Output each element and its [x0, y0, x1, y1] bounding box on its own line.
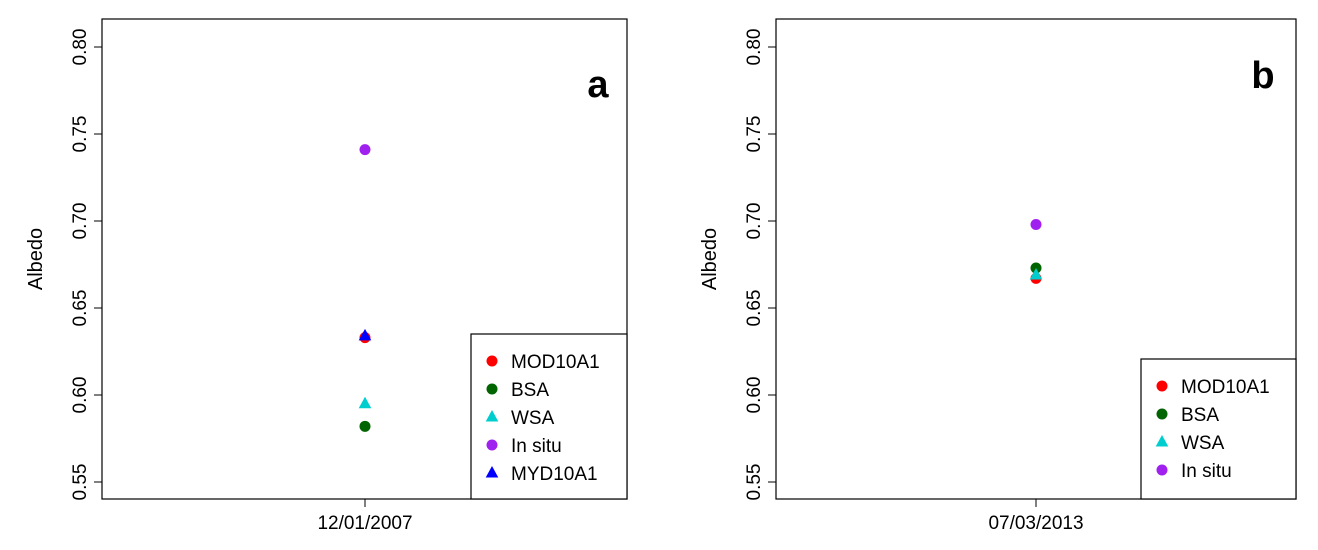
- y-tick-label: 0.70: [744, 203, 765, 240]
- panel-b: 0.55 0.60 0.65 0.70 0.75 0.80 07/03/2013 Albedo…: [699, 18, 1297, 534]
- legend: MOD10A1 BSA WSA In situ: [1140, 358, 1297, 500]
- legend-marker: [485, 466, 499, 478]
- y-tick-label: 0.55: [70, 464, 91, 501]
- y-tick-label: 0.75: [744, 116, 765, 153]
- y-tick-label: 0.65: [70, 290, 91, 327]
- data-point-bsa: [359, 420, 371, 432]
- data-point-wsa: [358, 396, 372, 409]
- legend-marker: [486, 355, 498, 367]
- y-tick-label: 0.55: [744, 464, 765, 501]
- legend-marker: [1155, 435, 1169, 447]
- data-point-wsa: [1029, 267, 1043, 280]
- legend-marker: [486, 383, 498, 395]
- y-tick-label: 0.65: [744, 290, 765, 327]
- legend-label: MOD10A1: [511, 352, 600, 373]
- y-tick-label: 0.60: [744, 377, 765, 414]
- legend-marker: [486, 439, 498, 451]
- y-tick-label: 0.75: [70, 116, 91, 153]
- y-tick-label: 0.80: [70, 29, 91, 66]
- legend-marker: [485, 410, 499, 422]
- legend-label: BSA: [511, 380, 549, 401]
- legend-label: BSA: [1181, 405, 1219, 426]
- panel-label: a: [587, 64, 609, 106]
- y-tick-label: 0.80: [744, 29, 765, 66]
- data-point-in-situ: [1030, 218, 1042, 230]
- legend-label: In situ: [1181, 461, 1232, 482]
- legend-label: WSA: [1181, 433, 1225, 454]
- legend-box: [1140, 358, 1297, 500]
- legend-marker: [1156, 408, 1168, 420]
- legend: MOD10A1 BSA WSA In situ MYD10A1: [470, 333, 628, 500]
- legend-label: In situ: [511, 436, 562, 457]
- panel-label: b: [1251, 55, 1274, 97]
- legend-marker: [1156, 464, 1168, 476]
- legend-label: MOD10A1: [1181, 377, 1270, 398]
- y-axis-title: Albedo: [25, 228, 47, 290]
- panel-a: 0.55 0.60 0.65 0.70 0.75 0.80 12/01/2007 Albedo…: [25, 18, 628, 534]
- legend-label: MYD10A1: [511, 464, 598, 485]
- y-tick-label: 0.60: [70, 377, 91, 414]
- y-axis-title: Albedo: [699, 228, 721, 290]
- data-point-in-situ: [359, 144, 371, 156]
- x-tick-label: 07/03/2013: [988, 513, 1083, 534]
- y-tick-label: 0.70: [70, 203, 91, 240]
- data-point-myd10a1: [358, 328, 372, 341]
- legend-marker: [1156, 380, 1168, 392]
- legend-label: WSA: [511, 408, 555, 429]
- x-tick-label: 12/01/2007: [317, 513, 412, 534]
